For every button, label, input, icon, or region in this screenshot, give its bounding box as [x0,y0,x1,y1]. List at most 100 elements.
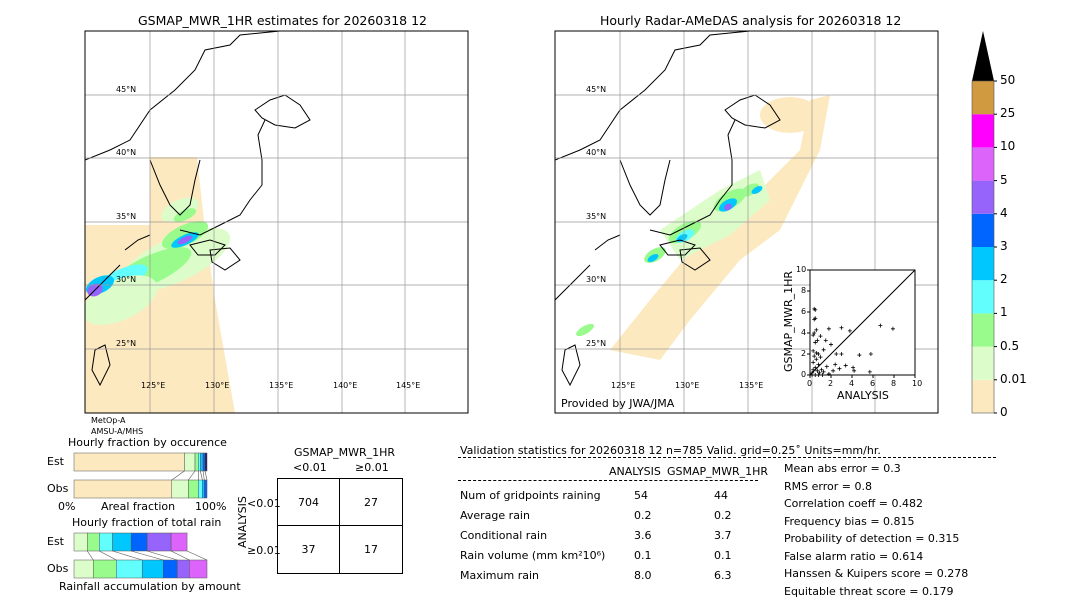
rain-area [173,208,197,222]
score-line: Hanssen & Kuipers score = 0.278 [784,567,969,580]
scatter-point [878,323,883,328]
connector-line [99,550,117,561]
fraction-segment [73,559,94,579]
x-axis-label: ANALYSIS [837,389,889,402]
fraction-segment [162,559,178,579]
contingency-cell: 704 [278,479,340,526]
colorbar-segment [972,114,994,148]
scatter-point [818,355,823,360]
stat-analysis-value: 0.1 [634,549,652,562]
fraction-segment [73,479,173,499]
colorbar-tick-label: 0 [1000,405,1008,419]
coastline [679,247,711,271]
fraction-segment [202,452,206,472]
contingency-cell: 17 [364,543,378,556]
fraction-segment [200,452,204,472]
lat-label: 40°N [586,148,607,157]
lon-label: 125°E [141,381,166,390]
lon-label: 140°E [333,381,358,390]
bar-category-label: Est [47,455,64,468]
scatter-point [813,307,818,312]
coastline [659,239,696,256]
fraction-segment [130,532,148,552]
fraction-segment [141,559,164,579]
fraction-segment [188,479,199,499]
fraction-segment [204,452,208,472]
connector-line [204,470,208,481]
colorbar-tick-label: 0.5 [1000,338,1020,353]
stat-analysis-value: 0.2 [634,509,652,522]
colorbar-tick-label: 5 [1000,172,1008,187]
scatter-point [839,325,844,330]
map-content [85,31,468,413]
colorbar-tick-label: 10 [1000,139,1016,154]
scatter-point [837,366,842,371]
coastline [724,94,781,129]
x-tick-label: 8 [891,379,897,388]
lat-label: 45°N [586,85,607,94]
scatter-point [815,338,820,343]
stat-gsmap-value: 6.3 [714,569,732,582]
lat-label: 40°N [116,148,137,157]
scatter-point [816,362,821,367]
rain-area [760,97,820,133]
scatter-point [833,362,838,367]
fraction-chart-title: Hourly fraction of total rain [72,516,222,529]
y-tick-label: 8 [801,286,807,295]
stat-label: Conditional rain [460,529,548,542]
coastline [179,119,266,236]
stats-header: Validation statistics for 20260318 12 n=… [460,444,881,457]
stat-label: Average rain [460,509,530,522]
contingency-col-label: ≥0.01 [355,461,389,474]
colorbar-segment [972,247,994,281]
coastline [85,264,121,301]
stat-analysis-value: 54 [634,489,648,502]
colorbar-tick-label: 4 [1000,205,1008,220]
colorbar-segment [972,81,994,115]
coastline [149,159,201,216]
scatter-point [847,328,852,333]
connector-line [87,550,94,561]
x-tick-label: 0 [807,379,813,388]
stat-gsmap-value: 0.2 [714,509,732,522]
contingency-cell: 37 [278,526,340,573]
scatter-point [818,334,823,339]
sensor-line: MetOp-A [91,416,126,425]
score-line: False alarm ratio = 0.614 [784,549,924,563]
x-tick-label: 0% [58,500,76,513]
lon-label: 130°E [205,381,230,390]
rain-area [647,254,659,262]
scatter-point [826,326,831,331]
coastline [189,239,226,256]
colorbar-extend-arrow [972,31,994,81]
contingency-col-title: GSMAP_MWR_1HR [294,446,396,459]
rain-area [751,186,763,194]
fraction-segment [204,479,208,499]
scatter-point [821,369,826,374]
divider [458,480,758,481]
sensor-line: AMSU-A/MHS [91,427,144,436]
scatter-point [811,333,816,338]
data-credit: Provided by JWA/JMA [561,397,675,410]
x-tick-label: 100% [195,500,227,513]
scatter-point [811,367,816,372]
coastline [619,159,671,216]
y-tick-label: 2 [801,349,807,358]
scatter-point [852,368,857,373]
left-map-title: GSMAP_MWR_1HR estimates for 20260318 12 [138,13,427,28]
x-tick-label: 2 [828,379,834,388]
right-map-title: Hourly Radar-AMeDAS analysis for 2026031… [600,13,902,28]
x-axis-label: Areal fraction [101,500,176,513]
scatter-point [823,338,828,343]
scatter-point [811,348,816,353]
divider [458,457,996,458]
scatter-point [831,368,836,373]
fraction-segment [93,559,117,579]
x-tick-label: 6 [870,379,876,388]
lat-label: 45°N [116,85,137,94]
score-line: Equitable threat score = 0.179 [784,584,954,598]
scatter-point [829,342,833,347]
fraction-segment [194,452,199,472]
colorbar-segment [972,180,994,214]
contingency-table: 704 27 37 17 [277,478,403,574]
